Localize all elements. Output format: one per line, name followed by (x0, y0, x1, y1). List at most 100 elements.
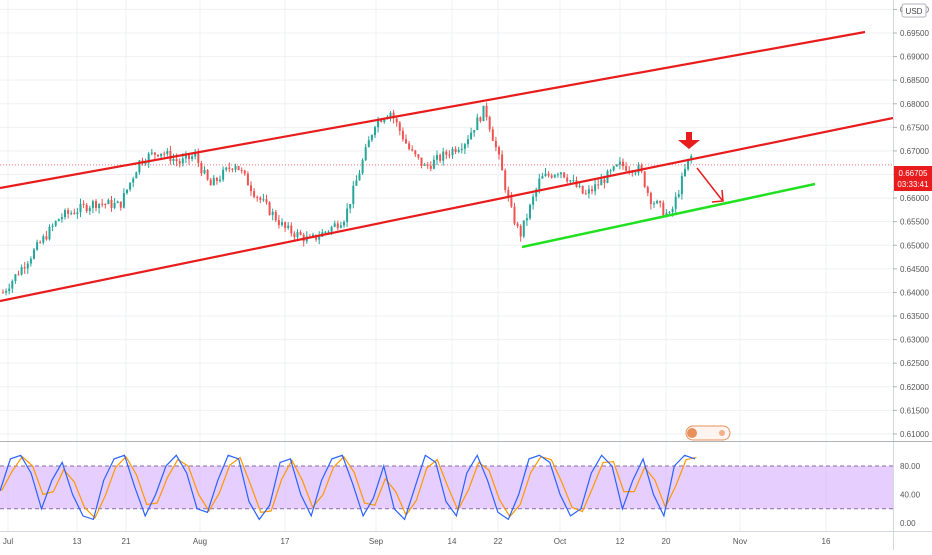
time-axis-label: Oct (554, 537, 567, 546)
candle-body (423, 164, 426, 166)
oscillator-axis[interactable]: 80.00 40.00 0.00 (900, 462, 921, 528)
time-axis-label: 22 (494, 537, 503, 546)
candle-body (448, 154, 451, 156)
candle-body (563, 172, 566, 178)
candle-body (439, 155, 442, 161)
time-axis-label: 21 (122, 537, 131, 546)
candle-body (637, 165, 640, 173)
candle-body (432, 159, 435, 169)
candle-body (513, 206, 516, 224)
time-axis-label: 13 (73, 537, 82, 546)
trendline-support[interactable] (521, 182, 816, 249)
candle-body (175, 158, 178, 162)
candle-body (256, 196, 259, 198)
candle-body (324, 231, 327, 233)
candle-body (268, 202, 271, 215)
oscillator-axis-label: 80.00 (900, 462, 921, 471)
price-axis-label: 0.65500 (900, 218, 929, 227)
candle-body (296, 232, 299, 238)
candle-body (259, 197, 262, 200)
projection-arrow-shaft (696, 167, 723, 201)
candle-body (498, 147, 500, 155)
candle-body (643, 171, 646, 188)
candle-body (569, 180, 572, 182)
candle-body (98, 203, 101, 209)
candle-body (104, 203, 107, 205)
candle-body (153, 152, 156, 155)
candle-body (547, 173, 550, 176)
candle-body (243, 170, 246, 174)
candle-body (355, 180, 358, 186)
currency-badge: USD (906, 7, 923, 16)
candle-body (411, 149, 414, 151)
candle-body (132, 178, 135, 183)
candle-body (5, 290, 8, 293)
event-badge-icon[interactable] (685, 425, 731, 441)
trendline-channel-lower[interactable] (0, 116, 894, 303)
candle-body (147, 153, 150, 163)
candle-body (442, 151, 445, 161)
candle-body (82, 203, 85, 205)
candle-body (485, 105, 488, 118)
candle-body (54, 221, 57, 226)
trendlines[interactable] (0, 30, 894, 303)
candle-body (163, 153, 166, 155)
candle-body (671, 208, 674, 213)
candle-body (436, 155, 438, 160)
trendline-channel-upper[interactable] (0, 30, 866, 190)
candle-body (525, 218, 528, 221)
candle-body (225, 167, 228, 170)
candle-body (553, 174, 556, 178)
candle-body (240, 169, 243, 171)
oscillator-axis-label: 0.00 (900, 519, 916, 528)
candle-body (417, 154, 420, 158)
candle-body (389, 112, 392, 117)
time-axis-label: 14 (448, 537, 457, 546)
candle-body (265, 199, 268, 203)
candle-body (597, 184, 600, 186)
candle-body (491, 129, 494, 141)
candle-body (361, 160, 364, 174)
candle-body (107, 199, 110, 205)
countdown-label: 03:33:41 (897, 180, 929, 189)
candle-body (634, 172, 637, 174)
candle-body (73, 212, 76, 214)
candle-body (281, 222, 283, 226)
candle-body (501, 154, 504, 171)
candle-body (129, 182, 132, 190)
candle-body (550, 175, 553, 178)
candle-body (64, 210, 66, 218)
candle-body (482, 105, 485, 122)
candle-body (420, 157, 423, 166)
candle-body (600, 179, 603, 186)
time-axis-label: Sep (369, 537, 384, 546)
candle-body (237, 166, 240, 170)
price-axis[interactable]: 0.700000.695000.690000.685000.680000.675… (893, 5, 929, 439)
candle-body (457, 149, 460, 152)
candle-body (653, 203, 655, 205)
candle-body (277, 220, 280, 226)
candle-body (395, 118, 398, 123)
candle-body (476, 117, 479, 131)
candle-body (541, 176, 544, 179)
candle-body (126, 189, 128, 194)
price-axis-label: 0.64000 (900, 288, 929, 297)
candle-body (119, 201, 122, 208)
candle-body (110, 199, 113, 208)
candle-body (178, 161, 181, 164)
candle-body (594, 184, 597, 192)
candle-body (157, 154, 159, 157)
price-axis-label: 0.62000 (900, 383, 929, 392)
candle-body (246, 173, 249, 186)
candle-body (8, 288, 11, 291)
candle-body (674, 196, 677, 209)
price-axis-label: 0.61500 (900, 406, 929, 415)
candle-body (612, 166, 615, 171)
candle-body (318, 236, 321, 240)
time-axis[interactable]: Jul 13 21 Aug 17 Sep 14 22 Oct 12 20 Nov 16 (3, 537, 831, 546)
candle-body (467, 139, 469, 145)
candle-body (522, 220, 525, 237)
candle-body (250, 185, 252, 192)
